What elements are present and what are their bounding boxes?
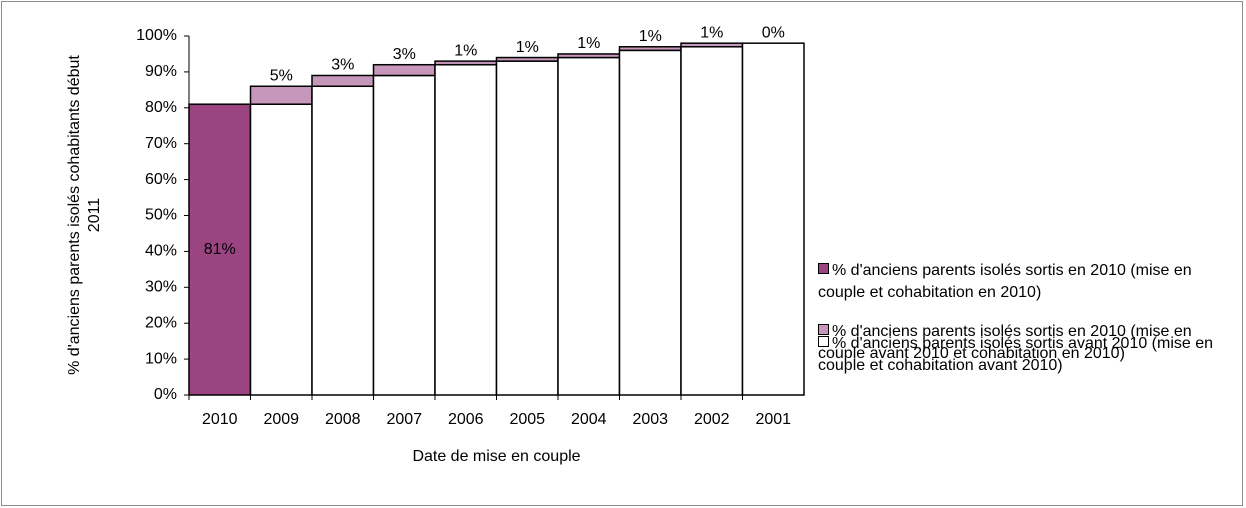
data-label: 1% xyxy=(700,24,723,41)
bar-segment xyxy=(741,42,805,396)
legend-item: % d'anciens parents isolés sortis en 201… xyxy=(818,260,1228,304)
x-tick-label: 2010 xyxy=(202,411,238,428)
bar-segment xyxy=(249,85,313,105)
y-tick-label: 0% xyxy=(154,386,177,403)
bar-segment xyxy=(495,60,559,396)
bar-segment xyxy=(495,56,559,62)
legend-item: % d'anciens parents isolés sortis en 201… xyxy=(818,321,1228,365)
x-tick-label: 2005 xyxy=(509,411,545,428)
y-tick-label: 90% xyxy=(145,63,177,80)
x-tick-label: 2003 xyxy=(632,411,668,428)
legend-swatch xyxy=(818,324,829,335)
bar-segment xyxy=(311,85,375,396)
data-label: 5% xyxy=(270,67,293,84)
bar-segment xyxy=(434,63,498,396)
y-tick-label: 70% xyxy=(145,135,177,152)
y-tick-label: 50% xyxy=(145,207,177,224)
data-label: 1% xyxy=(454,42,477,59)
bar-segment xyxy=(311,74,375,88)
x-axis-title: Date de mise en couple xyxy=(412,448,580,465)
legend-swatch xyxy=(818,336,829,347)
legend-swatch xyxy=(818,263,829,274)
x-tick-label: 2006 xyxy=(448,411,484,428)
data-label: 0% xyxy=(762,24,785,41)
x-tick-label: 2009 xyxy=(263,411,299,428)
bar-segment xyxy=(557,53,621,59)
bar-segment xyxy=(680,42,744,48)
x-tick-label: 2004 xyxy=(571,411,607,428)
bar-segment xyxy=(249,103,313,396)
data-label: 1% xyxy=(516,39,539,56)
data-label: 81% xyxy=(204,241,236,258)
data-label: 1% xyxy=(639,28,662,45)
x-tick-label: 2007 xyxy=(386,411,422,428)
x-tick-label: 2001 xyxy=(755,411,791,428)
x-tick-label: 2008 xyxy=(325,411,361,428)
x-tick-label: 2002 xyxy=(694,411,730,428)
y-tick-label: 60% xyxy=(145,171,177,188)
bar-segment xyxy=(618,49,682,396)
bar-segment xyxy=(372,74,436,396)
bar-segment xyxy=(188,103,252,396)
y-tick-label: 40% xyxy=(145,243,177,260)
y-tick-label: 100% xyxy=(136,27,177,44)
bar-segment xyxy=(557,56,621,396)
bar-segment xyxy=(434,60,498,66)
bar-segment xyxy=(680,46,744,396)
y-axis-title: % d'anciens parents isolés cohabitants d… xyxy=(66,55,103,375)
bar-segment xyxy=(372,63,436,77)
legend-item: % d'anciens parents isolés sortis avant … xyxy=(818,333,1228,377)
legend-label: % d'anciens parents isolés sortis avant … xyxy=(818,335,1214,374)
y-tick-label: 80% xyxy=(145,99,177,116)
y-tick-label: 10% xyxy=(145,350,177,367)
data-label: 3% xyxy=(331,57,354,74)
legend-label: % d'anciens parents isolés sortis en 201… xyxy=(818,262,1192,301)
y-tick-label: 30% xyxy=(145,279,177,296)
legend-label: % d'anciens parents isolés sortis en 201… xyxy=(818,323,1192,362)
data-label: 1% xyxy=(577,35,600,52)
bar-segment xyxy=(618,46,682,52)
y-tick-label: 20% xyxy=(145,314,177,331)
data-label: 3% xyxy=(393,46,416,63)
